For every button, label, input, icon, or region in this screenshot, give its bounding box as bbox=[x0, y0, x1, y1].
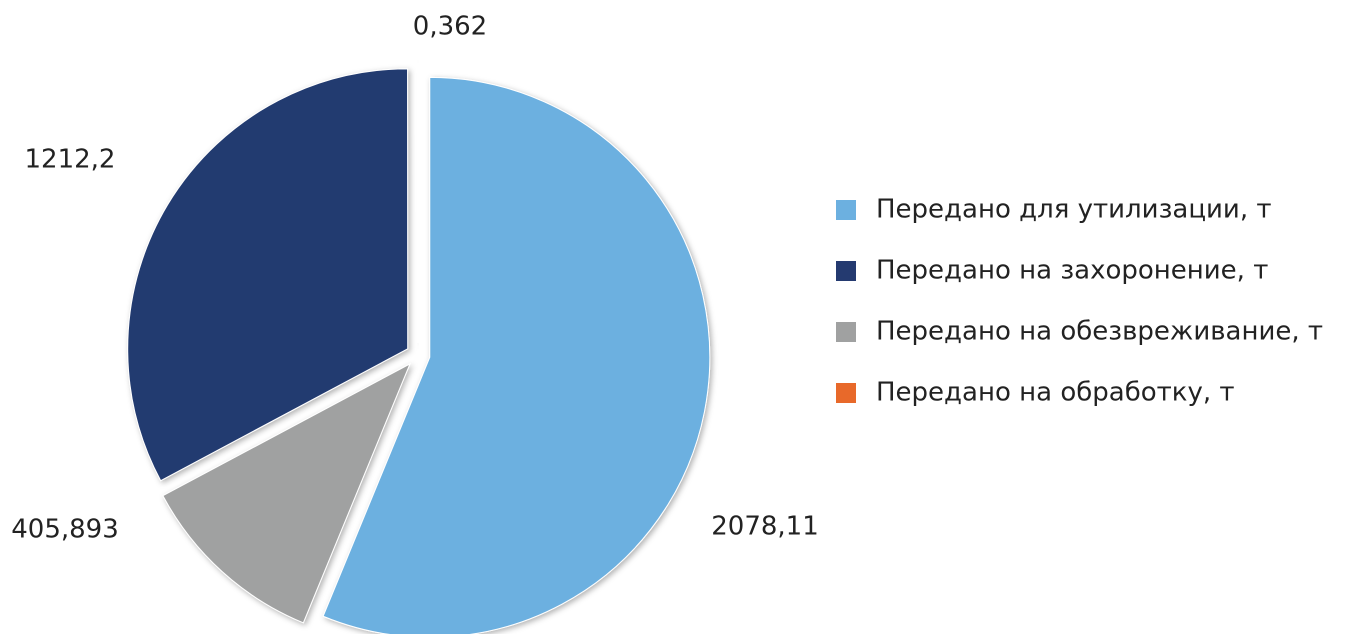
data-label: 2078,11 bbox=[711, 512, 819, 542]
legend-label: Передано на обезвреживание, т bbox=[876, 317, 1323, 347]
pie-slice bbox=[322, 76, 711, 634]
data-label: 0,362 bbox=[413, 12, 487, 42]
pie-slice bbox=[162, 362, 411, 624]
legend-label: Передано для утилизации, т bbox=[876, 195, 1272, 225]
legend-swatch bbox=[836, 200, 856, 220]
legend-label: Передано на обработку, т bbox=[876, 378, 1235, 408]
legend-swatch bbox=[836, 322, 856, 342]
legend-label: Передано на захоронение, т bbox=[876, 256, 1268, 286]
data-label: 405,893 bbox=[11, 515, 119, 545]
legend-swatch bbox=[836, 261, 856, 281]
pie-slice bbox=[127, 68, 409, 482]
data-label: 1212,2 bbox=[25, 145, 116, 175]
legend-swatch bbox=[836, 383, 856, 403]
